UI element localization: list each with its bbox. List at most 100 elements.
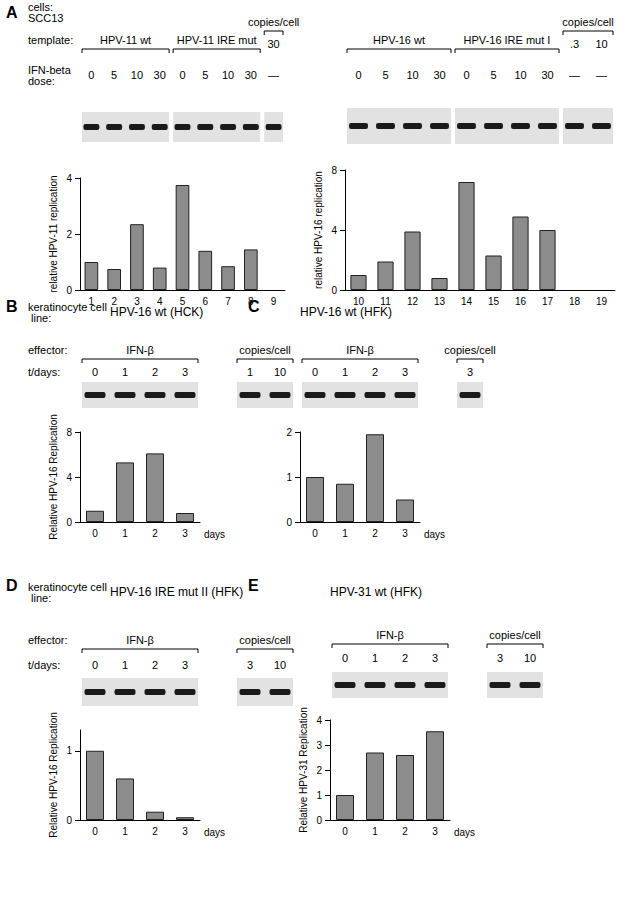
svg-text:30: 30	[154, 69, 166, 81]
svg-text:—: —	[569, 69, 580, 81]
svg-text:1: 1	[372, 652, 378, 664]
svg-text:14: 14	[461, 296, 473, 307]
svg-text:C: C	[248, 298, 260, 315]
svg-text:3: 3	[402, 366, 408, 378]
svg-text:3: 3	[432, 826, 438, 837]
svg-text:10: 10	[131, 69, 143, 81]
svg-text:10: 10	[406, 69, 418, 81]
svg-text:3: 3	[182, 366, 188, 378]
svg-text:0: 0	[331, 285, 337, 296]
svg-text:HPV-11 wt: HPV-11 wt	[100, 34, 151, 46]
svg-text:8: 8	[66, 427, 72, 438]
svg-text:E: E	[248, 577, 259, 594]
svg-text:SCC13: SCC13	[28, 12, 63, 24]
svg-text:copies/cell: copies/cell	[489, 629, 540, 641]
svg-text:t/days:: t/days:	[28, 659, 60, 671]
svg-text:HPV-16 wt: HPV-16 wt	[373, 34, 425, 46]
svg-text:days: days	[424, 529, 445, 540]
svg-text:2: 2	[152, 826, 158, 837]
svg-text:.3: .3	[570, 38, 579, 50]
svg-text:3: 3	[402, 528, 408, 539]
svg-text:0: 0	[179, 69, 185, 81]
svg-text:10: 10	[274, 366, 286, 378]
svg-text:0: 0	[92, 528, 98, 539]
svg-text:copies/cell: copies/cell	[248, 16, 299, 28]
svg-text:HPV-16 IRE mut II (HFK): HPV-16 IRE mut II (HFK)	[110, 585, 243, 599]
svg-text:HPV-16 wt (HFK): HPV-16 wt (HFK)	[300, 305, 392, 319]
svg-text:template:: template:	[28, 34, 73, 46]
svg-text:2: 2	[402, 826, 408, 837]
svg-text:3: 3	[182, 826, 188, 837]
svg-text:3: 3	[182, 528, 188, 539]
svg-text:0: 0	[342, 826, 348, 837]
svg-text:10: 10	[524, 652, 536, 664]
svg-text:2: 2	[66, 229, 72, 240]
svg-text:1: 1	[122, 366, 128, 378]
svg-text:30: 30	[267, 38, 279, 50]
svg-text:1: 1	[247, 366, 253, 378]
svg-text:0: 0	[286, 517, 292, 528]
svg-text:relative HPV-11 replication: relative HPV-11 replication	[48, 175, 59, 292]
svg-text:dose:: dose:	[28, 75, 55, 87]
svg-text:2: 2	[152, 659, 158, 671]
svg-text:t/days:: t/days:	[28, 366, 60, 378]
svg-text:2: 2	[402, 652, 408, 664]
svg-text:3: 3	[316, 740, 322, 751]
svg-text:line:: line:	[28, 592, 51, 604]
svg-text:0: 0	[312, 366, 318, 378]
svg-text:copies/cell: copies/cell	[239, 634, 290, 646]
svg-text:effector:: effector:	[28, 634, 68, 646]
svg-text:3: 3	[497, 652, 503, 664]
svg-text:0: 0	[312, 528, 318, 539]
svg-text:2: 2	[316, 765, 322, 776]
svg-text:18: 18	[569, 296, 581, 307]
svg-text:2: 2	[286, 427, 292, 438]
svg-text:12: 12	[407, 296, 419, 307]
svg-text:19: 19	[596, 296, 608, 307]
svg-text:HPV-31 wt (HFK): HPV-31 wt (HFK)	[330, 585, 422, 599]
svg-text:8: 8	[331, 165, 337, 176]
svg-text:D: D	[6, 577, 18, 594]
svg-text:0: 0	[342, 652, 348, 664]
svg-text:B: B	[6, 298, 18, 315]
svg-text:5: 5	[382, 69, 388, 81]
svg-text:4: 4	[331, 225, 337, 236]
svg-text:IFN-β: IFN-β	[126, 344, 154, 356]
svg-text:Relative HPV-16 Replication: Relative HPV-16 Replication	[48, 414, 59, 540]
svg-text:17: 17	[542, 296, 554, 307]
svg-text:0: 0	[92, 366, 98, 378]
svg-text:0: 0	[92, 826, 98, 837]
svg-text:10: 10	[274, 659, 286, 671]
svg-text:0: 0	[463, 69, 469, 81]
svg-text:2: 2	[372, 528, 378, 539]
svg-text:effector:: effector:	[28, 344, 68, 356]
svg-text:Relative HPV-31 Replication: Relative HPV-31 Replication	[298, 707, 309, 833]
svg-text:0: 0	[66, 517, 72, 528]
svg-text:IFN-β: IFN-β	[376, 629, 404, 641]
svg-text:7: 7	[225, 296, 231, 307]
svg-text:5: 5	[202, 69, 208, 81]
svg-text:1: 1	[286, 472, 292, 483]
svg-text:16: 16	[515, 296, 527, 307]
svg-text:10: 10	[595, 38, 607, 50]
svg-text:1: 1	[342, 366, 348, 378]
svg-text:10: 10	[514, 69, 526, 81]
svg-text:2: 2	[152, 366, 158, 378]
svg-text:13: 13	[434, 296, 446, 307]
svg-text:line:: line:	[28, 312, 51, 324]
svg-text:0: 0	[92, 659, 98, 671]
svg-text:1: 1	[372, 826, 378, 837]
svg-text:9: 9	[271, 296, 277, 307]
svg-text:days: days	[204, 529, 225, 540]
svg-text:1: 1	[122, 659, 128, 671]
svg-text:days: days	[204, 827, 225, 838]
svg-text:1: 1	[122, 528, 128, 539]
svg-text:A: A	[6, 4, 18, 21]
svg-text:0: 0	[88, 69, 94, 81]
svg-text:1: 1	[66, 745, 72, 756]
svg-text:2: 2	[152, 528, 158, 539]
svg-text:days: days	[454, 827, 475, 838]
svg-text:3: 3	[182, 659, 188, 671]
svg-text:2: 2	[372, 366, 378, 378]
svg-text:copies/cell: copies/cell	[562, 16, 613, 28]
